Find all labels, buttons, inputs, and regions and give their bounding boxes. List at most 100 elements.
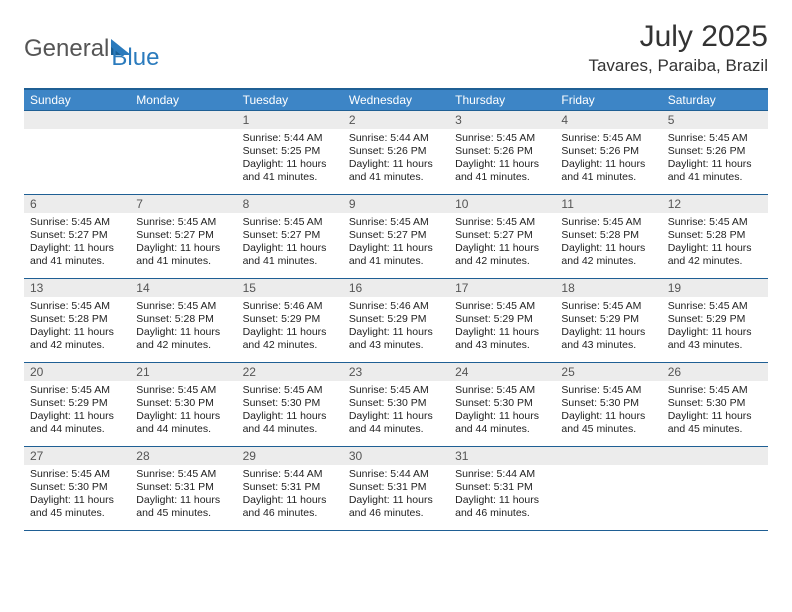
detail-line: Daylight: 11 hours: [455, 158, 549, 171]
day-details: Sunrise: 5:45 AMSunset: 5:29 PMDaylight:…: [449, 297, 555, 357]
detail-line: Daylight: 11 hours: [455, 326, 549, 339]
header: General Blue July 2025 Tavares, Paraiba,…: [24, 20, 768, 76]
detail-line: Daylight: 11 hours: [561, 410, 655, 423]
detail-line: Sunset: 5:27 PM: [455, 229, 549, 242]
detail-line: Sunrise: 5:45 AM: [561, 384, 655, 397]
day-details: Sunrise: 5:45 AMSunset: 5:28 PMDaylight:…: [24, 297, 130, 357]
weekday-header: Monday: [130, 89, 236, 111]
day-number: 25: [555, 363, 661, 381]
day-number: 15: [237, 279, 343, 297]
detail-line: Sunset: 5:28 PM: [30, 313, 124, 326]
detail-line: Sunset: 5:27 PM: [243, 229, 337, 242]
day-details: Sunrise: 5:44 AMSunset: 5:31 PMDaylight:…: [237, 465, 343, 525]
detail-line: Sunset: 5:26 PM: [349, 145, 443, 158]
detail-line: Sunrise: 5:46 AM: [243, 300, 337, 313]
calendar-cell: 22Sunrise: 5:45 AMSunset: 5:30 PMDayligh…: [237, 363, 343, 447]
day-details: Sunrise: 5:46 AMSunset: 5:29 PMDaylight:…: [237, 297, 343, 357]
detail-line: Sunrise: 5:45 AM: [455, 216, 549, 229]
day-number: 8: [237, 195, 343, 213]
day-number: 22: [237, 363, 343, 381]
detail-line: Sunrise: 5:45 AM: [561, 132, 655, 145]
day-details: Sunrise: 5:45 AMSunset: 5:26 PMDaylight:…: [449, 129, 555, 189]
day-number: 5: [662, 111, 768, 129]
day-number: 1: [237, 111, 343, 129]
day-number-empty: [662, 447, 768, 465]
detail-line: and 42 minutes.: [455, 255, 549, 268]
day-details: Sunrise: 5:45 AMSunset: 5:27 PMDaylight:…: [343, 213, 449, 273]
day-details: Sunrise: 5:45 AMSunset: 5:30 PMDaylight:…: [449, 381, 555, 441]
weekday-header: Friday: [555, 89, 661, 111]
day-number: 3: [449, 111, 555, 129]
detail-line: Sunset: 5:26 PM: [561, 145, 655, 158]
detail-line: Sunset: 5:30 PM: [349, 397, 443, 410]
detail-line: Sunrise: 5:44 AM: [243, 468, 337, 481]
day-details: Sunrise: 5:45 AMSunset: 5:30 PMDaylight:…: [343, 381, 449, 441]
detail-line: Sunset: 5:29 PM: [349, 313, 443, 326]
detail-line: and 42 minutes.: [561, 255, 655, 268]
detail-line: Daylight: 11 hours: [136, 242, 230, 255]
detail-line: and 41 minutes.: [243, 171, 337, 184]
day-details: Sunrise: 5:45 AMSunset: 5:29 PMDaylight:…: [555, 297, 661, 357]
calendar-cell: 19Sunrise: 5:45 AMSunset: 5:29 PMDayligh…: [662, 279, 768, 363]
calendar-cell: 12Sunrise: 5:45 AMSunset: 5:28 PMDayligh…: [662, 195, 768, 279]
day-number: 18: [555, 279, 661, 297]
detail-line: and 45 minutes.: [561, 423, 655, 436]
detail-line: Sunrise: 5:44 AM: [349, 132, 443, 145]
day-details: Sunrise: 5:45 AMSunset: 5:27 PMDaylight:…: [24, 213, 130, 273]
weekday-header-row: SundayMondayTuesdayWednesdayThursdayFrid…: [24, 89, 768, 111]
day-number: 17: [449, 279, 555, 297]
detail-line: Daylight: 11 hours: [349, 326, 443, 339]
detail-line: and 46 minutes.: [455, 507, 549, 520]
detail-line: Daylight: 11 hours: [668, 326, 762, 339]
day-details: Sunrise: 5:45 AMSunset: 5:27 PMDaylight:…: [237, 213, 343, 273]
calendar-cell-empty: [555, 447, 661, 531]
detail-line: Sunset: 5:30 PM: [455, 397, 549, 410]
detail-line: and 43 minutes.: [561, 339, 655, 352]
calendar-body: 1 Sunrise: 5:44 AM Sunset: 5:25 PM Daylight…: [24, 111, 768, 531]
day-number: 14: [130, 279, 236, 297]
detail-line: Daylight: 11 hours: [136, 410, 230, 423]
day-details: Sunrise: 5:46 AMSunset: 5:29 PMDaylight:…: [343, 297, 449, 357]
detail-line: Sunset: 5:29 PM: [561, 313, 655, 326]
detail-line: Sunrise: 5:45 AM: [136, 384, 230, 397]
day-number: 23: [343, 363, 449, 381]
day-details: Sunrise: 5:45 AMSunset: 5:26 PMDaylight:…: [662, 129, 768, 189]
day-details: Sunrise: 5:44 AMSunset: 5:31 PMDaylight:…: [343, 465, 449, 525]
detail-line: Sunrise: 5:45 AM: [668, 132, 762, 145]
calendar-cell: 11Sunrise: 5:45 AMSunset: 5:28 PMDayligh…: [555, 195, 661, 279]
detail-line: Daylight: 11 hours: [668, 158, 762, 171]
day-details: Sunrise: 5:44 AMSunset: 5:26 PMDaylight:…: [343, 129, 449, 189]
detail-line: and 45 minutes.: [30, 507, 124, 520]
detail-line: Sunset: 5:30 PM: [243, 397, 337, 410]
day-number: 19: [662, 279, 768, 297]
detail-line: Sunrise: 5:45 AM: [455, 132, 549, 145]
detail-line: Daylight: 11 hours: [30, 242, 124, 255]
location-subtitle: Tavares, Paraiba, Brazil: [588, 56, 768, 76]
detail-line: Daylight: 11 hours: [243, 242, 337, 255]
detail-line: Sunrise: 5:44 AM: [455, 468, 549, 481]
weekday-header: Saturday: [662, 89, 768, 111]
detail-line: Sunrise: 5:45 AM: [30, 468, 124, 481]
calendar-cell: 5Sunrise: 5:45 AMSunset: 5:26 PMDaylight…: [662, 111, 768, 195]
detail-line: and 41 minutes.: [561, 171, 655, 184]
calendar-cell: 17Sunrise: 5:45 AMSunset: 5:29 PMDayligh…: [449, 279, 555, 363]
detail-line: Daylight: 11 hours: [349, 494, 443, 507]
detail-line: Daylight: 11 hours: [455, 494, 549, 507]
detail-line: Sunset: 5:25 PM: [243, 145, 337, 158]
calendar-cell: 14Sunrise: 5:45 AMSunset: 5:28 PMDayligh…: [130, 279, 236, 363]
day-number: 30: [343, 447, 449, 465]
detail-line: Sunset: 5:30 PM: [30, 481, 124, 494]
detail-line: and 44 minutes.: [455, 423, 549, 436]
calendar-row: 20Sunrise: 5:45 AMSunset: 5:29 PMDayligh…: [24, 363, 768, 447]
day-details: Sunrise: 5:44 AMSunset: 5:31 PMDaylight:…: [449, 465, 555, 525]
detail-line: and 44 minutes.: [136, 423, 230, 436]
detail-line: and 45 minutes.: [668, 423, 762, 436]
detail-line: Sunset: 5:27 PM: [30, 229, 124, 242]
day-number: 6: [24, 195, 130, 213]
detail-line: Daylight: 11 hours: [561, 326, 655, 339]
calendar-cell: 20Sunrise: 5:45 AMSunset: 5:29 PMDayligh…: [24, 363, 130, 447]
detail-line: Sunset: 5:31 PM: [243, 481, 337, 494]
day-number: 20: [24, 363, 130, 381]
logo-text-2: Blue: [111, 44, 159, 71]
calendar-row: 13Sunrise: 5:45 AMSunset: 5:28 PMDayligh…: [24, 279, 768, 363]
